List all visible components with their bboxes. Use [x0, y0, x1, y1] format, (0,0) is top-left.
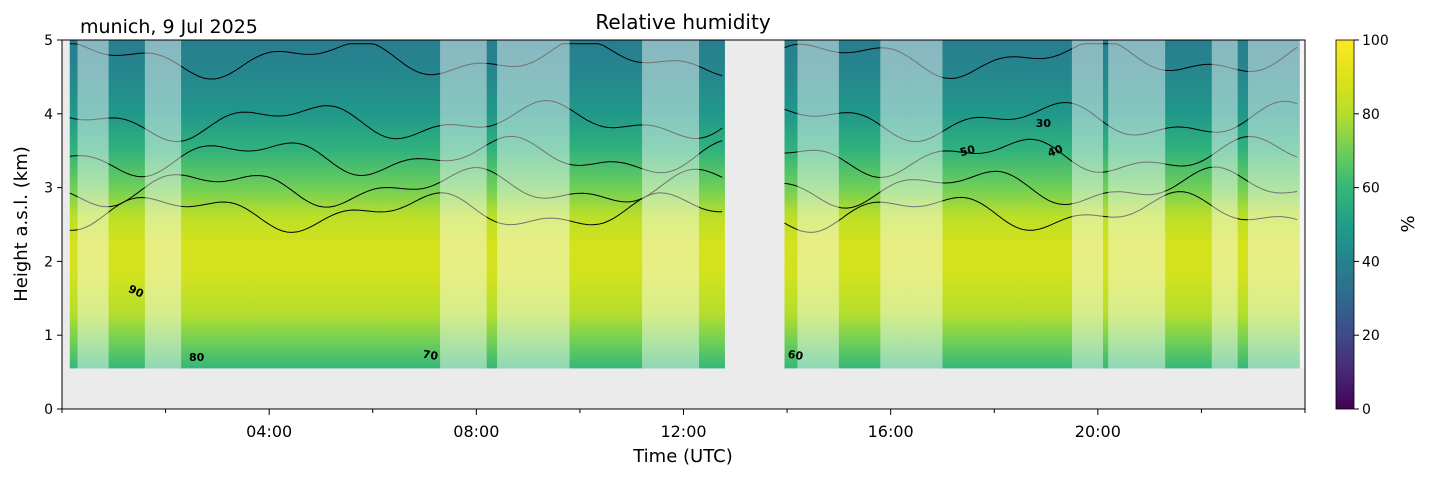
- colorbar: [1335, 39, 1355, 410]
- contour-line-50: [69, 99, 723, 143]
- colorbar-tick-label: 60: [1362, 181, 1380, 197]
- shaded-interval-12: [1248, 40, 1305, 369]
- humidity-field: [69, 40, 1300, 369]
- y-tick-label: 5: [44, 33, 53, 49]
- contour-line-40: [69, 43, 723, 80]
- x-tick-label: 08:00: [453, 422, 499, 441]
- colorbar-label: %: [1398, 215, 1419, 232]
- x-tick-label: 12:00: [660, 422, 706, 441]
- y-axis: 0 1 2 3 4 5: [44, 33, 62, 418]
- x-tick-label: 20:00: [1075, 422, 1121, 441]
- field-segment-2: [784, 40, 1300, 369]
- shaded-interval-1: [77, 40, 109, 369]
- x-tick-label: 04:00: [246, 422, 292, 441]
- contour-labels: 90 80 70 60 50 40 30: [126, 117, 1065, 364]
- x-axis: 04:00 08:00 12:00 16:00 20:00: [61, 409, 1306, 441]
- contour-line-70: [784, 166, 1298, 209]
- shaded-interval-8: [911, 40, 943, 369]
- contour-label-70: 70: [422, 348, 440, 364]
- shaded-interval-6: [797, 40, 839, 369]
- y-tick-label: 0: [44, 402, 53, 418]
- contour-lines: [69, 43, 1298, 233]
- y-tick-label: 3: [44, 181, 53, 197]
- y-tick-label: 1: [44, 328, 53, 344]
- colorbar-tick-label: 100: [1362, 33, 1389, 49]
- chart-title: Relative humidity: [595, 10, 770, 34]
- contour-line-40: [784, 43, 1298, 80]
- y-tick-label: 2: [44, 254, 53, 270]
- shaded-interval-2: [144, 40, 182, 369]
- colorbar-tick-label: 20: [1362, 328, 1380, 344]
- x-axis-title: Time (UTC): [632, 446, 733, 467]
- contour-line-50: [784, 100, 1298, 143]
- shaded-interval-4: [497, 40, 570, 369]
- colorbar-tick-label: 80: [1362, 107, 1380, 123]
- x-tick-label: 16:00: [868, 422, 914, 441]
- shaded-interval-5: [642, 40, 700, 369]
- shaded-interval-10: [1108, 40, 1166, 369]
- colorbar-tick-label: 40: [1362, 254, 1380, 270]
- contour-line-80: [69, 192, 723, 233]
- contour-label-80: 80: [189, 351, 205, 364]
- contour-line-80: [784, 191, 1298, 233]
- y-axis-title: Height a.s.l. (km): [11, 146, 32, 302]
- contour-line-60: [784, 135, 1298, 178]
- y-tick-label: 4: [44, 107, 53, 123]
- site-date-label: munich, 9 Jul 2025: [80, 16, 258, 38]
- shaded-interval-11: [1211, 40, 1238, 369]
- contour-label-60: 60: [787, 348, 805, 364]
- shaded-intervals: [77, 40, 1305, 369]
- field-segment-1: [69, 40, 725, 369]
- contour-label-90: 90: [126, 282, 146, 300]
- contour-label-40: 40: [1046, 142, 1065, 160]
- contour-label-30: 30: [1036, 117, 1052, 130]
- contour-line-60: [69, 135, 723, 178]
- shaded-interval-9: [1071, 40, 1104, 369]
- shaded-interval-7: [880, 40, 912, 369]
- colorbar-ticks: 0 20 40 60 80 100: [1354, 33, 1389, 418]
- shaded-interval-3: [440, 40, 487, 369]
- colorbar-tick-label: 0: [1362, 402, 1371, 418]
- contour-line-70: [69, 167, 723, 208]
- contour-label-50: 50: [958, 143, 976, 160]
